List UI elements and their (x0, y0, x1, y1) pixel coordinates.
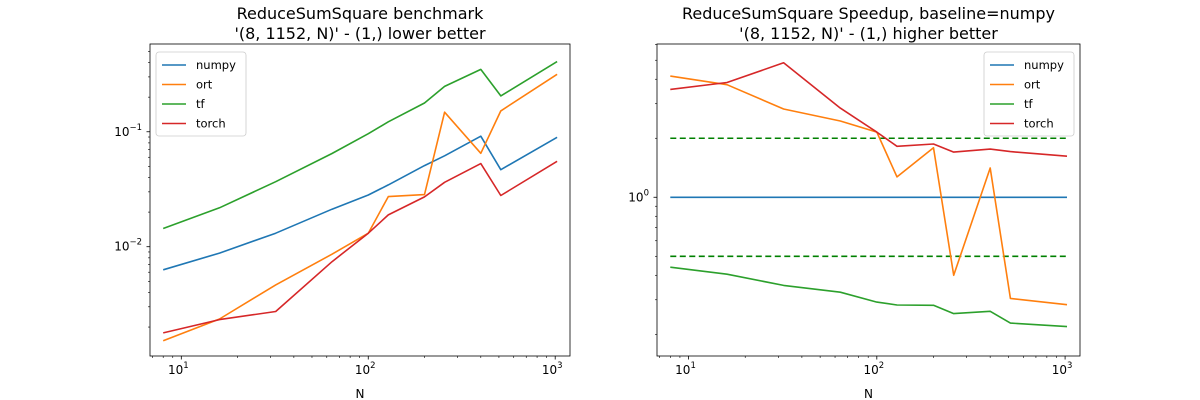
series-line-tf (670, 266, 1068, 328)
x-tick-exponent: 2 (879, 361, 884, 371)
y-tick-label: 10−2 (114, 238, 142, 254)
y-tick-exponent: 0 (644, 188, 649, 198)
x-tick-exponent: 1 (690, 361, 695, 371)
y-tick-label: 100 (628, 188, 649, 204)
chart-title-line-1: ReduceSumSquare Speedup, baseline=numpy (682, 4, 1055, 23)
axes-frame (656, 43, 1081, 357)
legend-label-ort: ort (1024, 78, 1041, 92)
series-line-tf (162, 60, 558, 230)
legend-label-ort: ort (196, 78, 213, 92)
legend-label-numpy: numpy (1024, 58, 1064, 72)
legend-label-torch: torch (1024, 117, 1054, 131)
axes-frame (149, 43, 571, 357)
legend: numpy ort tf torch (155, 51, 247, 137)
y-tick-base: 10 (114, 240, 129, 254)
x-axis-label: N (864, 387, 873, 400)
y-tick-exponent: −1 (129, 123, 142, 133)
chart-2: ReduceSumSquare Speedup, baseline=numpy'… (628, 4, 1081, 400)
series-line-numpy (162, 135, 558, 271)
series-line-torch (163, 160, 558, 334)
x-tick-label: 102 (863, 361, 884, 377)
x-tick-label: 103 (542, 361, 563, 377)
x-tick-base: 10 (355, 363, 370, 377)
plot-area (162, 60, 558, 342)
chart-1: ReduceSumSquare benchmark'(8, 1152, N)' … (114, 4, 571, 400)
legend-box (983, 51, 1075, 137)
x-tick-label: 102 (355, 361, 376, 377)
plot-area (670, 61, 1068, 328)
legend-label-numpy: numpy (196, 58, 236, 72)
series-line-ort (162, 73, 558, 342)
x-axis-label: N (356, 387, 365, 400)
x-tick-label: 101 (675, 361, 696, 377)
legend-label-torch: torch (196, 117, 226, 131)
legend: numpy ort tf torch (983, 51, 1075, 137)
y-tick-exponent: −2 (129, 238, 142, 248)
x-tick-base: 10 (1052, 363, 1067, 377)
series-line-ort (670, 75, 1068, 306)
x-tick-exponent: 3 (1067, 361, 1072, 371)
x-tick-base: 10 (675, 363, 690, 377)
chart-title-line-1: ReduceSumSquare benchmark (237, 4, 485, 23)
chart-title-line-2: '(8, 1152, N)' - (1,) higher better (739, 24, 998, 43)
y-tick-base: 10 (628, 190, 643, 204)
x-tick-exponent: 3 (557, 361, 562, 371)
legend-label-tf: tf (1024, 97, 1034, 111)
x-tick-base: 10 (863, 363, 878, 377)
legend-label-tf: tf (196, 97, 206, 111)
x-tick-base: 10 (542, 363, 557, 377)
x-tick-label: 101 (168, 361, 189, 377)
x-tick-base: 10 (168, 363, 183, 377)
y-tick-base: 10 (114, 125, 129, 139)
legend-box (155, 51, 247, 137)
x-tick-exponent: 2 (370, 361, 375, 371)
x-tick-label: 103 (1052, 361, 1073, 377)
x-tick-exponent: 1 (183, 361, 188, 371)
series-line-torch (670, 61, 1068, 157)
chart-title-line-2: '(8, 1152, N)' - (1,) lower better (234, 24, 485, 43)
y-tick-label: 10−1 (114, 123, 142, 139)
